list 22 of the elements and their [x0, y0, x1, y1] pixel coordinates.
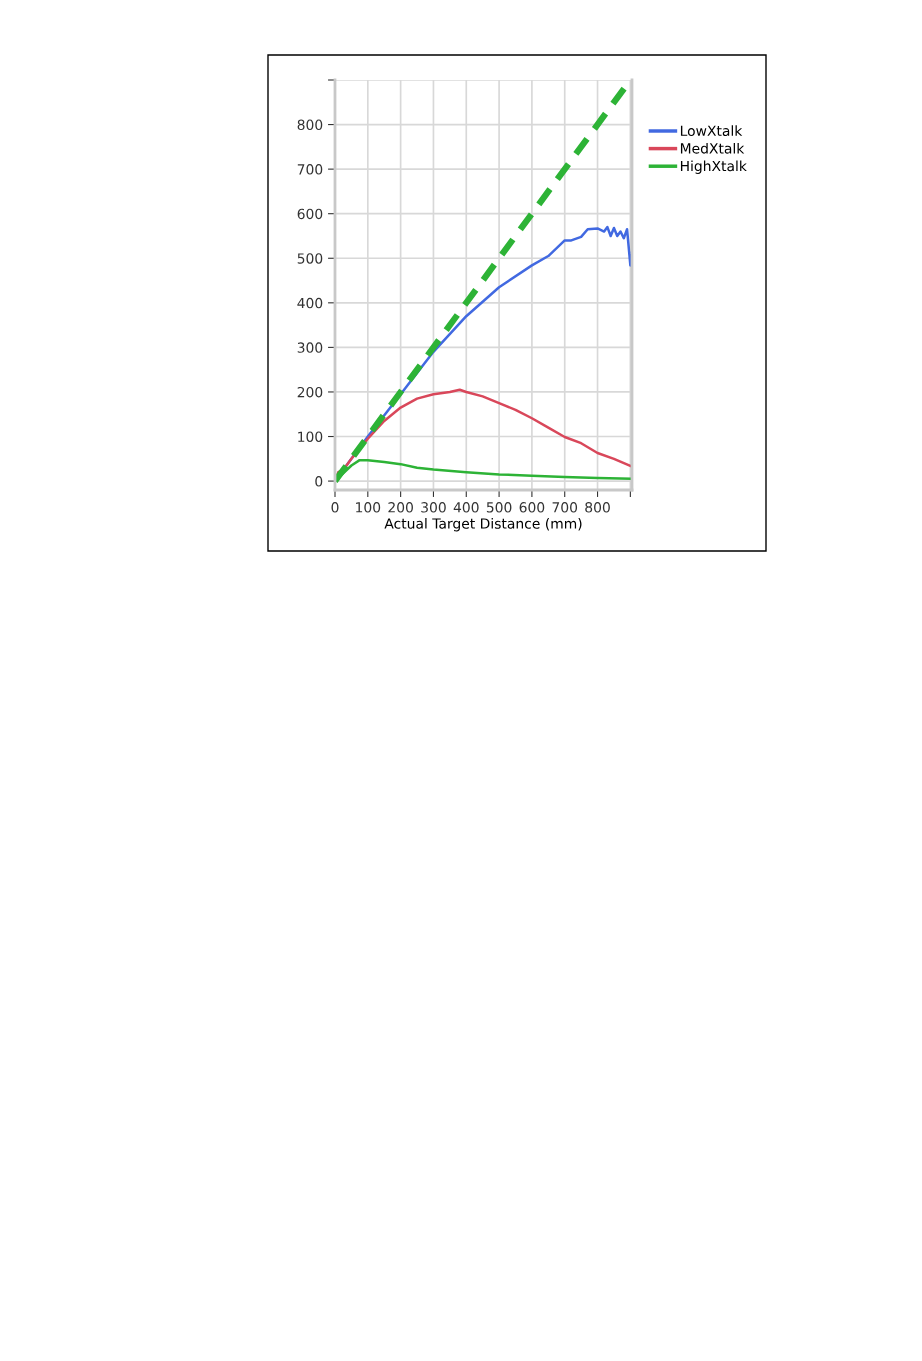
x-tick-label: 0	[331, 502, 339, 513]
y-tick-label: 700	[297, 164, 323, 175]
x-axis-title: Actual Target Distance (mm)	[384, 518, 582, 532]
x-tick-label: 400	[453, 502, 479, 513]
y-tick-label: 0	[315, 476, 323, 487]
y-tick-label: 800	[297, 119, 323, 131]
y-tick-label: 500	[297, 253, 323, 264]
y-tick-label: 200	[297, 386, 323, 398]
x-tick-label: 600	[519, 502, 545, 513]
y-tick-label: 100	[298, 431, 323, 442]
x-tick-label: 200	[388, 502, 413, 513]
x-tick-label: 500	[486, 502, 512, 513]
y-tick-label: 400	[297, 297, 323, 309]
legend-label: LowXtalk	[680, 125, 743, 137]
x-tick-label: 100	[356, 502, 381, 513]
x-tick-label: 300	[421, 502, 446, 513]
y-tick-label: 600	[297, 208, 323, 220]
legend-label: MedXtalk	[680, 142, 745, 154]
x-tick-label: 800	[585, 502, 610, 513]
y-tick-label: 300	[297, 342, 323, 353]
x-tick-label: 700	[552, 502, 578, 513]
legend-label: HighXtalk	[680, 160, 747, 174]
